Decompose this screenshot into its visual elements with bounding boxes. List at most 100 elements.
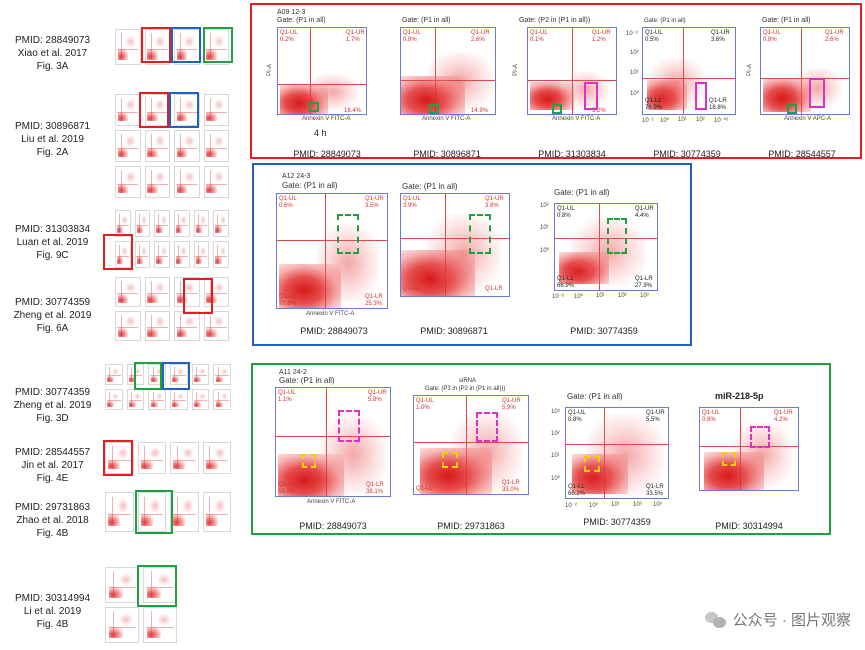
plot-pmid: PMID: 30896871 — [413, 149, 481, 159]
thumbnail-highlight-box — [203, 27, 233, 63]
reference-author: Liu et al. 2019 — [21, 134, 84, 145]
y-axis-label: PI-A — [512, 64, 519, 76]
source-figure-thumbnail — [144, 277, 170, 307]
plot-pmid: PMID: 28849073 — [300, 326, 368, 336]
plot-pmid: PMID: 30314994 — [715, 521, 783, 531]
reference-pmid: PMID: 30896871 — [14, 121, 91, 132]
source-figure-thumbnail — [144, 29, 170, 65]
reference-author: Jin et al. 2017 — [21, 460, 84, 471]
thumbnail-highlight-box — [103, 234, 133, 270]
source-figure-thumbnail — [105, 567, 139, 603]
reference-pmid: PMID: 29731863 — [14, 502, 91, 513]
source-figure-thumbnail — [174, 166, 200, 198]
thumbnail-highlight-box — [137, 565, 177, 607]
source-figure-thumbnail — [191, 389, 210, 410]
source-figure-thumbnail — [213, 210, 229, 237]
source-figure-thumbnail — [144, 166, 170, 198]
thumbnail-highlight-box — [171, 27, 201, 63]
reference-figure: Fig. 2A — [36, 147, 69, 158]
x-axis-label: Annexin V FITC-A — [552, 116, 601, 122]
time-label: 4 h — [314, 128, 327, 138]
flow-plot-28849073-red: Q1-UL 0.2% Q1-UR 1.7% 16.4% — [277, 27, 367, 115]
plot-pmid: PMID: 28544557 — [768, 149, 836, 159]
source-figure-thumbnail — [137, 442, 166, 474]
reference-figure: Fig. 3A — [36, 61, 69, 72]
reference-pmid: PMID: 31303834 — [14, 224, 91, 235]
source-figure-thumbnail — [213, 389, 231, 410]
source-figure-thumbnail — [144, 130, 170, 162]
flow-plot-30774359-red: Q1-UL 0.5% Q1-UR 3.6% Q1-LL 76.9% Q1-LR … — [642, 27, 736, 115]
x-axis-label: Annexin V FITC-A — [302, 116, 351, 122]
source-figure-thumbnail — [203, 94, 229, 126]
flow-plot-28849073-green: Q1-UL 1.1% Q1-UR 5.8% Q1-LL 55.0% Q1-LR … — [275, 387, 391, 497]
plot-pmid: PMID: 28849073 — [299, 521, 367, 531]
source-figure-thumbnail — [170, 364, 188, 385]
watermark-text: 公众号 · 图片观察 — [732, 612, 851, 629]
source-figure-thumbnail — [213, 241, 229, 268]
flow-plot-30774359-blue: Q1-UL 0.8% Q1-UR 4.4% Q1-LL 66.9% Q1-LR … — [554, 203, 658, 291]
plot-gate: Gate: (P1 in all) — [644, 18, 686, 24]
source-figure-thumbnail — [115, 311, 141, 341]
reference-author: Li et al. 2019 — [23, 606, 82, 617]
flow-plot-30896871-blue: Q1-UL 3.9% Q1-UR 3.8% Q1-LL Q1-LR — [400, 193, 510, 297]
source-figure-thumbnail — [213, 364, 231, 385]
source-figure-thumbnail — [203, 166, 229, 198]
source-figure-thumbnail — [105, 389, 123, 410]
reference-pmid: PMID: 30314994 — [14, 593, 91, 604]
plot-title: A11 24-2 — [279, 369, 307, 376]
plot-gate: Gate: (P1 in all) — [554, 188, 610, 197]
reference-author: Zheng et al. 2019 — [13, 310, 92, 321]
plot-pmid: PMID: 29731863 — [437, 521, 505, 531]
source-figure-thumbnail — [174, 311, 200, 341]
source-figure-thumbnail — [191, 364, 210, 385]
plot-gate: Gate: (P1 in all) — [567, 392, 623, 401]
source-figure-thumbnail — [170, 492, 199, 532]
thumbnail-highlight-box — [183, 278, 213, 314]
source-figure-thumbnail — [105, 442, 134, 474]
flow-plot-28849073-blue: Q1-UL 0.6% Q1-UR 3.5% Q1-LL 70.6% Q1-LR … — [276, 193, 388, 309]
reference-figure: Fig. 4B — [36, 528, 69, 539]
source-figure-thumbnail — [174, 241, 190, 268]
source-figure-thumbnail — [203, 277, 229, 307]
red-comparison-panel: Q1-UL 0.2% Q1-UR 1.7% 16.4% A09 12-3 Gat… — [250, 3, 862, 159]
source-figure-thumbnail — [154, 241, 170, 268]
source-figure-thumbnail — [174, 277, 200, 307]
plot-pmid: PMID: 31303834 — [538, 149, 606, 159]
plot-pmid: PMID: 28849073 — [293, 149, 361, 159]
plot-gate: Gate: (P1 in all) — [762, 17, 811, 24]
source-figure-thumbnail — [144, 94, 170, 126]
flow-plot-29731863-green: Q1-UL 1.0% Q1-UR 5.9% Q1-LL Q1-LR 33.0% — [413, 395, 529, 495]
flow-plot-31303834-red: Q1-UL 0.1% Q1-UR 1.2% 3.2% — [527, 27, 617, 115]
source-figure-thumbnail — [174, 94, 200, 126]
source-figure-thumbnail — [203, 130, 229, 162]
source-figure-thumbnail — [154, 210, 170, 237]
plot-gate: Gate: (P3 in (P2 in (P1 in all))) — [425, 386, 506, 392]
reference-pmid: PMID: 30774359 — [14, 387, 91, 398]
reference-figure: Fig. 9C — [36, 250, 69, 261]
source-figure-thumbnail — [105, 364, 123, 385]
plot-title: A12 24-3 — [282, 173, 311, 180]
watermark: 公众号 · 图片观察 — [704, 609, 851, 630]
source-figure-thumbnail — [115, 130, 141, 162]
plot-pmid: PMID: 30774359 — [653, 149, 721, 159]
source-figure-thumbnail — [134, 241, 151, 268]
x-axis-label: Annexin V FITC-A — [422, 116, 471, 122]
reference-figure: Fig. 3D — [36, 413, 69, 424]
source-figure-thumbnail — [174, 210, 190, 237]
source-figure-thumbnail — [105, 607, 139, 643]
thumbnail-highlight-box — [162, 362, 190, 390]
reference-li-2019: PMID: 30314994 Li et al. 2019 Fig. 4B — [0, 592, 105, 631]
plot-gate: Gate: (P1 in all) — [279, 376, 335, 385]
reference-pmid: PMID: 28544557 — [14, 447, 91, 458]
source-figure-thumbnail — [143, 567, 177, 603]
plot-pmid: PMID: 30774359 — [583, 517, 651, 527]
plot-gate: Gate: (P2 in (P1 in all)) — [519, 17, 591, 24]
flow-plot-30896871-red: Q1-UL 0.8% Q1-UR 2.6% 14.9% — [400, 27, 496, 115]
plot-title: miR-218-5p — [715, 391, 764, 401]
wechat-icon — [704, 611, 727, 629]
thumbnail-highlight-box — [135, 490, 173, 534]
source-figure-thumbnail — [115, 241, 131, 268]
source-figure-thumbnail — [115, 277, 141, 307]
reference-author: Xiao et al. 2017 — [17, 48, 88, 59]
reference-pmid: PMID: 30774359 — [14, 297, 91, 308]
